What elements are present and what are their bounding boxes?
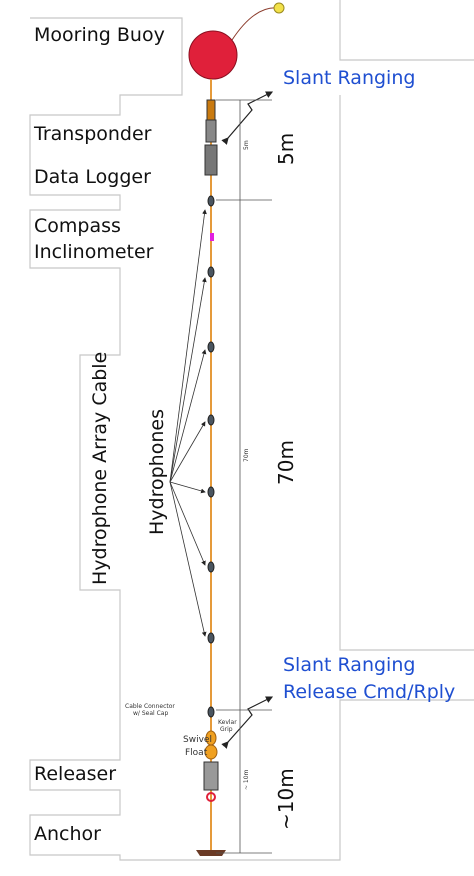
small-label: w/ Seal Cap	[133, 710, 168, 717]
hydrophone	[207, 266, 215, 278]
small-label: Grip	[220, 726, 233, 733]
small-label: Swivel	[183, 735, 212, 745]
slant-label: Slant Ranging	[283, 654, 415, 676]
small-label: ~ 10m	[243, 769, 250, 790]
slant-label: Release Cmd/Rply	[283, 681, 455, 703]
small-label: 70m	[243, 448, 250, 462]
hydrophone-arrows	[169, 209, 207, 637]
background-outline	[29, 0, 474, 861]
label: Transponder	[33, 123, 152, 145]
label: Releaser	[34, 763, 116, 785]
label: Data Logger	[34, 166, 151, 188]
transponder	[205, 119, 217, 143]
mooring-buoy	[188, 30, 238, 80]
label: Compass	[34, 215, 121, 237]
release-link	[206, 792, 216, 802]
label: Inclinometer	[34, 241, 154, 263]
hydrophone	[207, 486, 215, 498]
hydrophone	[207, 195, 215, 207]
slant-arrow	[221, 91, 274, 145]
vertical-label: Hydrophones	[146, 409, 168, 535]
hydrophone	[207, 561, 215, 573]
dimension-label: ~10m	[274, 768, 298, 830]
float-ball	[273, 2, 285, 14]
hydrophone	[207, 632, 215, 644]
hydrophone	[207, 414, 215, 426]
float	[204, 744, 218, 760]
small-label: Float	[185, 748, 208, 758]
hydrophone	[207, 341, 215, 353]
hydrophone-group	[207, 195, 215, 718]
buoy-tether	[231, 7, 280, 41]
releaser	[203, 761, 219, 791]
vertical-label: Hydrophone Array Cable	[89, 352, 111, 585]
transponder-cap	[206, 99, 216, 121]
data-logger	[204, 144, 218, 176]
label: Mooring Buoy	[34, 24, 165, 46]
small-label: Cable Connector	[125, 703, 175, 710]
dimension-lines	[216, 99, 272, 854]
anchor	[196, 850, 226, 856]
compass	[210, 233, 214, 241]
label: Anchor	[34, 823, 101, 845]
hydrophone	[207, 706, 215, 718]
slant-label: Slant Ranging	[283, 67, 415, 89]
small-label: 5m	[243, 140, 250, 150]
dimension-label: 5m	[274, 133, 298, 165]
small-label: Kevlar	[218, 719, 237, 726]
dimension-label: 70m	[274, 440, 298, 485]
